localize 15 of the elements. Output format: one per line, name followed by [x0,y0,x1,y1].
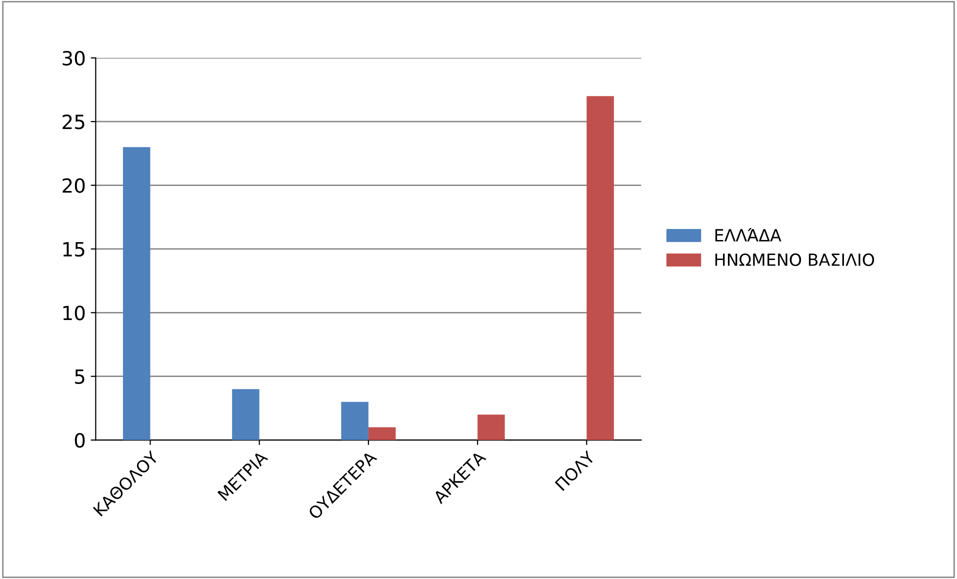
bar [368,427,396,440]
y-tick-label: 30 [62,50,85,66]
bar [232,389,260,440]
bar [586,96,614,440]
legend-label: ΗΝΩΜΕΝΟ ΒΑΣΙΛΙΟ [715,253,874,266]
bar [122,147,150,440]
y-tick-label: 20 [62,178,85,193]
y-tick-label: 5 [75,370,84,384]
y-tick-label: 15 [63,242,84,257]
bar [478,414,505,440]
legend-label: ΕΛΛΆΔΑ [715,228,782,242]
y-tick-label: 0 [74,432,85,448]
bar [341,402,368,440]
y-tick-label: 25 [62,114,84,130]
y-tick-label: 10 [63,306,85,320]
